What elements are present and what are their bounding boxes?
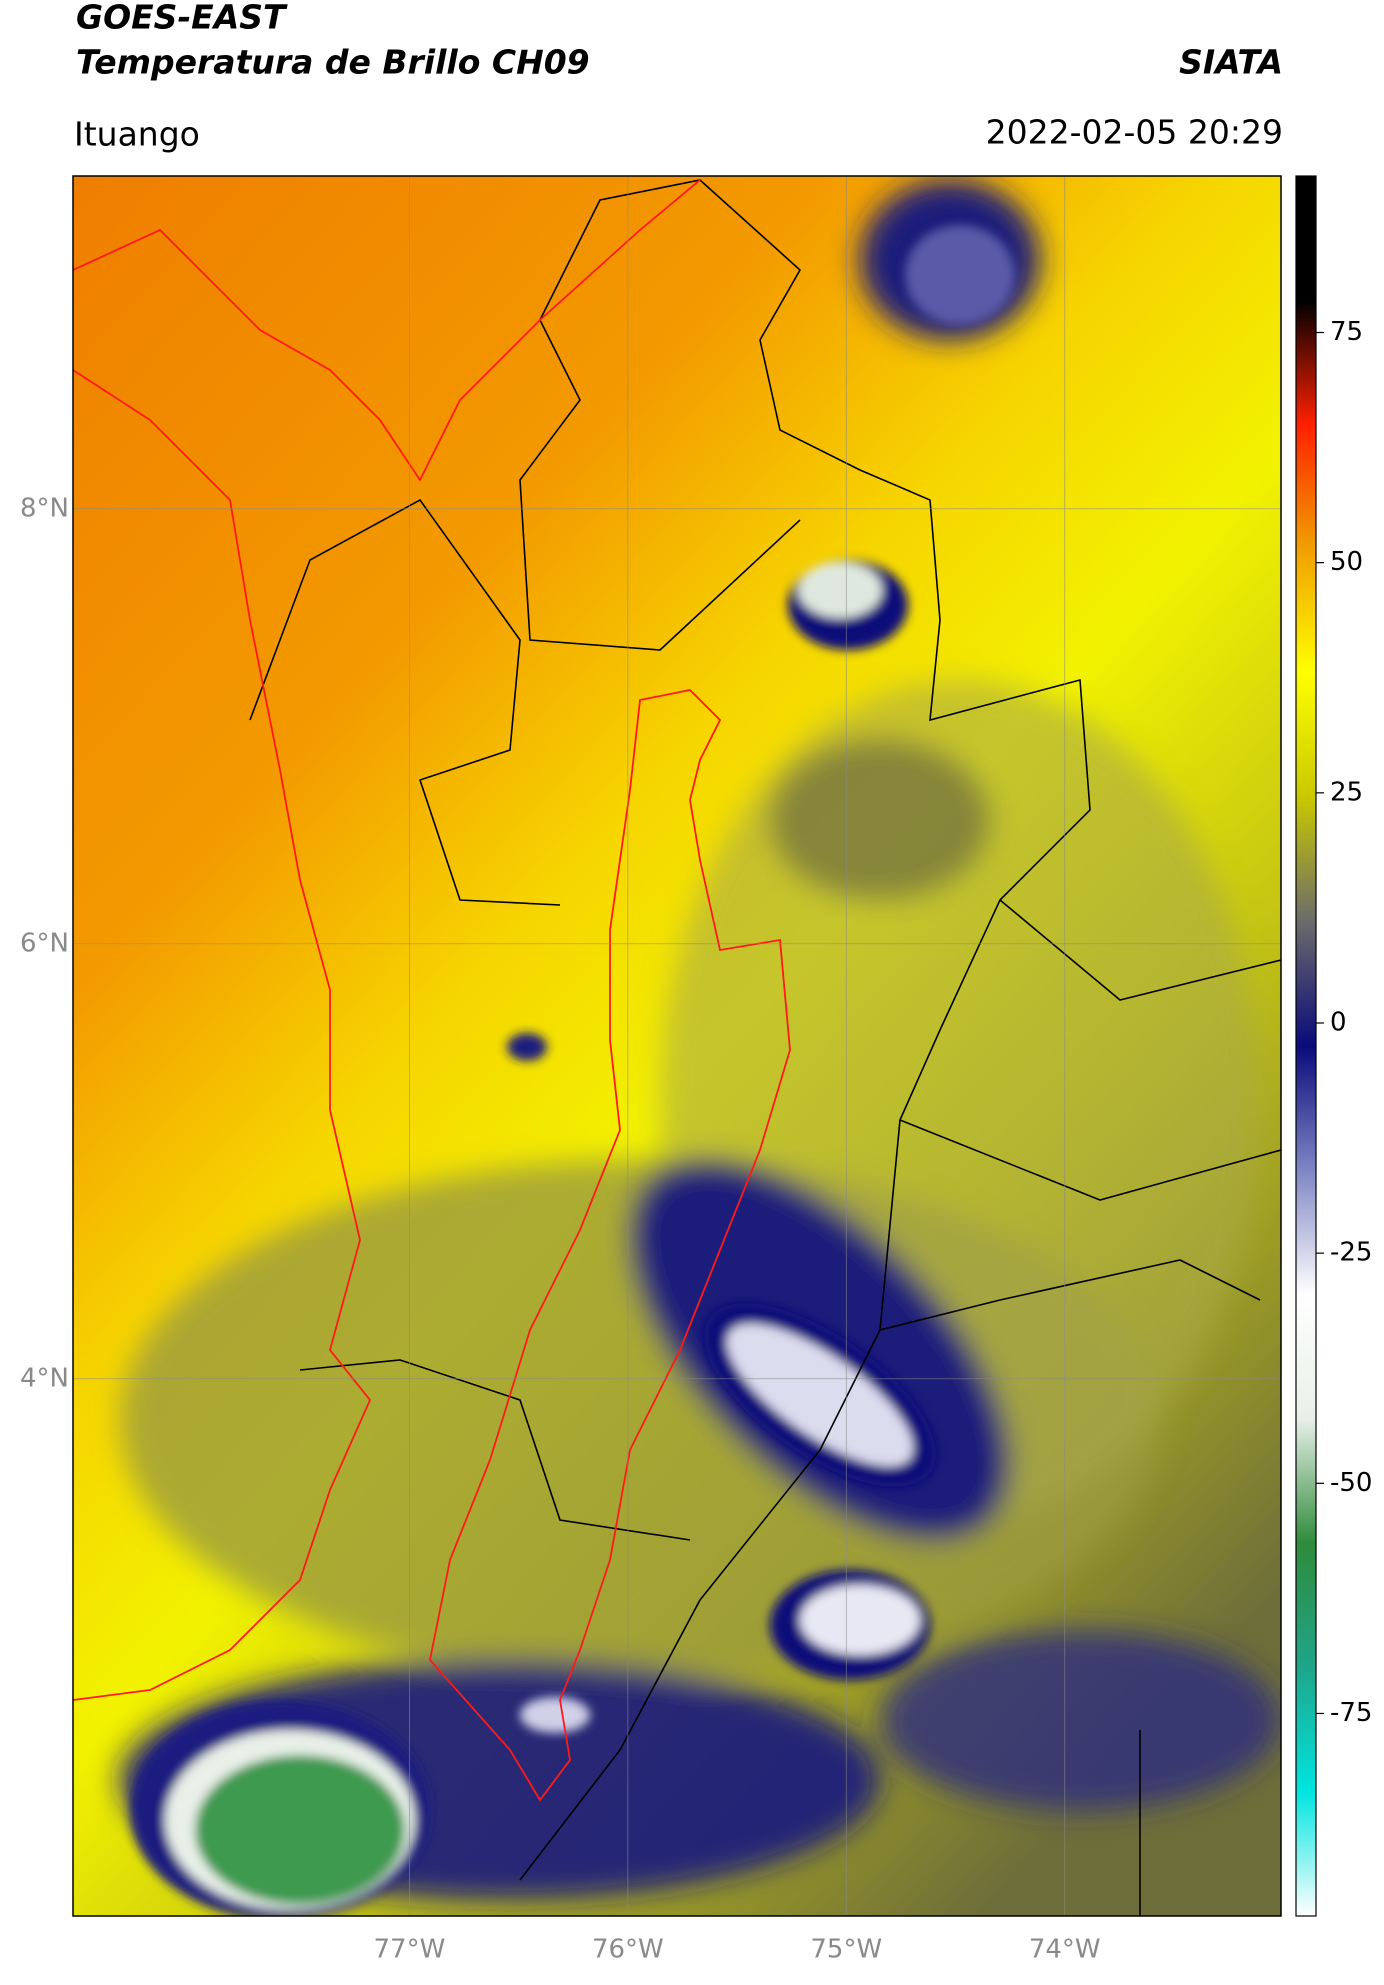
grid bbox=[73, 176, 1281, 1916]
x-tick-label: 75°W bbox=[810, 1935, 882, 1965]
cloud bbox=[770, 740, 990, 900]
cell bbox=[905, 225, 1015, 325]
borders bbox=[249, 179, 1281, 1916]
title: GOES-EAST bbox=[76, 0, 288, 37]
colorbar-tick-label: 50 bbox=[1330, 547, 1363, 577]
border bbox=[899, 1119, 1281, 1201]
y-tick-label: 4°N bbox=[20, 1363, 69, 1393]
coastline bbox=[73, 179, 701, 482]
subtitle: Temperatura de Brillo CH09 bbox=[76, 43, 590, 82]
colorbar-tick-label: 0 bbox=[1330, 1007, 1347, 1037]
border bbox=[879, 1259, 1261, 1331]
colorbar bbox=[1295, 175, 1317, 1917]
border bbox=[519, 319, 801, 651]
border bbox=[299, 1359, 691, 1541]
cloud bbox=[880, 1630, 1280, 1810]
cell bbox=[800, 1585, 920, 1655]
basin-outline bbox=[429, 689, 791, 1802]
x-tick-label: 74°W bbox=[1029, 1935, 1101, 1965]
colorbar-tick-label: -25 bbox=[1330, 1238, 1372, 1268]
y-tick-label: 6°N bbox=[20, 928, 69, 958]
colorbar-tick-label: -50 bbox=[1330, 1468, 1372, 1498]
border bbox=[519, 179, 1091, 1881]
map-frame bbox=[72, 175, 1282, 1917]
map bbox=[73, 176, 1281, 1916]
cell bbox=[727, 1323, 913, 1467]
cell bbox=[507, 1033, 547, 1061]
cell bbox=[798, 562, 882, 618]
colorbar-tick-label: 75 bbox=[1330, 317, 1363, 347]
x-tick-label: 77°W bbox=[374, 1935, 446, 1965]
timestamp: 2022-02-05 20:29 bbox=[986, 113, 1283, 152]
x-tick-label: 76°W bbox=[592, 1935, 664, 1965]
colorbar-tick-label: -75 bbox=[1330, 1698, 1372, 1728]
coastline-and-basin bbox=[73, 179, 791, 1802]
coastline bbox=[73, 369, 372, 1701]
border bbox=[249, 498, 561, 906]
region: Ituango bbox=[74, 115, 200, 154]
cell bbox=[195, 1755, 405, 1905]
border bbox=[999, 899, 1281, 1001]
colorbar-tick-label: 25 bbox=[1330, 777, 1363, 807]
axes: 77°W 76°W 75°W 74°W 8°N 6°N 4°N bbox=[20, 493, 1101, 1964]
source: SIATA bbox=[1179, 43, 1283, 82]
colorbar-axis: 75 50 25 0 -25 -50 -75 bbox=[1316, 317, 1372, 1728]
y-tick-label: 8°N bbox=[20, 493, 69, 523]
cell bbox=[520, 1697, 590, 1733]
convective-cells bbox=[130, 225, 1015, 1916]
